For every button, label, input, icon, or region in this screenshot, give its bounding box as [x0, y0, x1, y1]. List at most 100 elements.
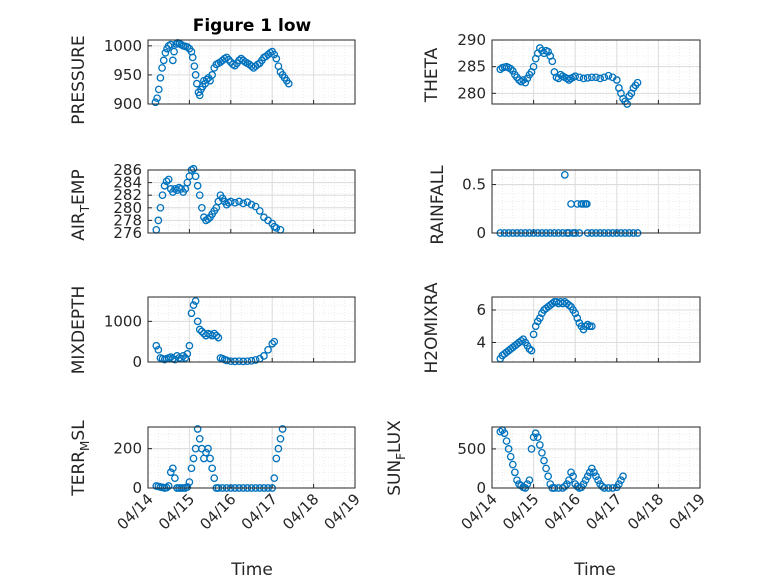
data-point: [161, 48, 170, 57]
data-point: [251, 202, 260, 211]
data-point: [170, 47, 178, 56]
data-point: [154, 345, 163, 354]
data-point: [272, 54, 281, 63]
data-point: [204, 444, 212, 453]
data-point: [193, 317, 202, 326]
y-tick-label: 4: [476, 334, 486, 352]
data-point: [260, 352, 268, 360]
data-point: [154, 216, 163, 225]
data-point: [197, 203, 206, 212]
data-point: [152, 226, 161, 234]
data-point: [210, 329, 219, 338]
data-point: [162, 177, 171, 186]
data-point: [506, 64, 515, 73]
xlabel-right: Time: [573, 560, 616, 580]
y-tick-label: 282: [113, 186, 142, 204]
data-point: [204, 215, 212, 223]
x-tick-label: 04/18: [279, 490, 322, 533]
data-point: [592, 73, 600, 82]
data-point: [496, 427, 505, 436]
xlabel-left: Time: [230, 560, 273, 580]
data-point: [183, 350, 192, 358]
data-point: [276, 434, 285, 443]
data-point: [542, 464, 550, 473]
data-point: [183, 43, 192, 51]
y-tick-label: 950: [113, 66, 142, 84]
data-point: [573, 314, 582, 322]
data-point: [179, 352, 188, 360]
data-point: [154, 85, 163, 94]
y-tick-label: 1000: [104, 37, 142, 55]
data-point: [222, 53, 231, 62]
x-tick-label: 04/15: [155, 490, 198, 533]
data-point: [185, 341, 194, 350]
data-point: [171, 474, 179, 483]
data-point: [633, 78, 642, 87]
data-point: [187, 464, 196, 473]
data-point: [587, 322, 596, 331]
axes-frame: [147, 426, 356, 489]
data-point: [278, 425, 287, 433]
data-point: [592, 472, 600, 481]
data-point: [168, 56, 177, 65]
x-tick-label: 04/19: [666, 490, 709, 533]
data-point: [183, 483, 192, 491]
data-point: [583, 320, 592, 329]
data-point: [166, 40, 175, 49]
data-point: [270, 474, 279, 483]
data-point: [193, 425, 202, 433]
data-point: [513, 476, 521, 485]
data-point: [585, 468, 594, 477]
data-point: [569, 472, 577, 481]
y-tick-label: 0.5: [462, 176, 486, 194]
data-point: [156, 203, 165, 212]
data-point: [560, 170, 569, 179]
y-tick-label: 6: [476, 301, 486, 319]
data-point: [191, 297, 200, 305]
data-point: [264, 345, 272, 354]
y-tick-label: 900: [113, 95, 142, 113]
data-point: [565, 476, 573, 485]
subplot-mixdepth: 0 1000: [104, 296, 356, 371]
data-point: [619, 472, 627, 481]
y-tick-label: 200: [113, 440, 142, 458]
data-point: [544, 472, 553, 481]
data-point: [206, 454, 214, 463]
data-point: [268, 339, 277, 348]
ylabel-mixdepth: MIXDEPTH: [69, 286, 89, 375]
data-point: [594, 476, 602, 485]
data-point: [548, 57, 557, 66]
data-point: [587, 73, 596, 82]
data-point: [270, 50, 279, 59]
y-tick-label: 290: [457, 31, 486, 49]
data-point: [587, 464, 596, 473]
data-point: [189, 454, 198, 463]
data-point: [153, 94, 161, 103]
data-point: [571, 480, 580, 488]
data-point: [579, 480, 588, 488]
data-point: [202, 75, 211, 84]
data-point: [191, 172, 200, 181]
data-point: [212, 331, 221, 340]
data-point: [583, 74, 592, 82]
data-point: [546, 480, 555, 488]
data-point: [164, 482, 173, 490]
y-tick-label: 286: [113, 161, 142, 179]
data-point: [222, 356, 231, 365]
data-point: [533, 433, 542, 442]
data-point: [560, 482, 569, 491]
data-point: [527, 445, 536, 453]
y-tick-label: 0: [476, 224, 486, 242]
data-point: [172, 40, 181, 48]
data-point: [531, 322, 540, 331]
y-tick-label: 276: [113, 224, 142, 242]
data-point: [208, 71, 217, 79]
data-point: [158, 191, 167, 200]
data-point: [600, 73, 609, 82]
y-tick-label: 285: [457, 58, 486, 76]
axes-frame: [147, 39, 356, 105]
axes-frame: [147, 169, 356, 234]
data-point: [188, 53, 197, 62]
data-point: [159, 56, 168, 65]
